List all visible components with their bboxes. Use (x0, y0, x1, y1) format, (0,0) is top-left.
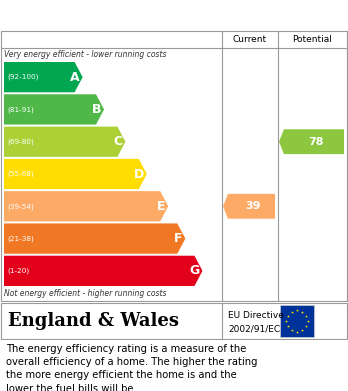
Text: A: A (70, 71, 80, 84)
Text: 78: 78 (308, 137, 324, 147)
Polygon shape (4, 223, 185, 254)
Polygon shape (4, 62, 82, 92)
Polygon shape (4, 191, 168, 221)
Text: (69-80): (69-80) (7, 138, 34, 145)
Bar (280, 305, 314, 337)
Text: (55-68): (55-68) (7, 171, 34, 177)
Text: England & Wales: England & Wales (8, 312, 179, 330)
Text: C: C (113, 135, 122, 148)
Polygon shape (4, 159, 147, 189)
Polygon shape (4, 94, 104, 125)
Polygon shape (4, 256, 203, 286)
Text: Current: Current (233, 34, 267, 43)
Text: E: E (157, 200, 165, 213)
Text: Very energy efficient - lower running costs: Very energy efficient - lower running co… (4, 50, 166, 59)
Text: (1-20): (1-20) (7, 267, 29, 274)
Text: F: F (174, 232, 182, 245)
Text: (92-100): (92-100) (7, 74, 38, 81)
Text: Not energy efficient - higher running costs: Not energy efficient - higher running co… (4, 289, 166, 298)
Text: (39-54): (39-54) (7, 203, 34, 210)
Text: G: G (189, 264, 199, 277)
Text: Potential: Potential (293, 34, 332, 43)
Text: EU Directive: EU Directive (228, 311, 284, 320)
Text: 2002/91/EC: 2002/91/EC (228, 324, 280, 333)
Text: The energy efficiency rating is a measure of the
overall efficiency of a home. T: The energy efficiency rating is a measur… (6, 344, 258, 391)
Text: 39: 39 (246, 201, 261, 211)
Polygon shape (279, 129, 344, 154)
Text: B: B (92, 103, 101, 116)
Polygon shape (4, 127, 125, 157)
Text: Energy Efficiency Rating: Energy Efficiency Rating (8, 7, 218, 23)
Text: (81-91): (81-91) (7, 106, 34, 113)
Text: (21-38): (21-38) (7, 235, 34, 242)
Text: D: D (134, 167, 144, 181)
Polygon shape (223, 194, 275, 219)
